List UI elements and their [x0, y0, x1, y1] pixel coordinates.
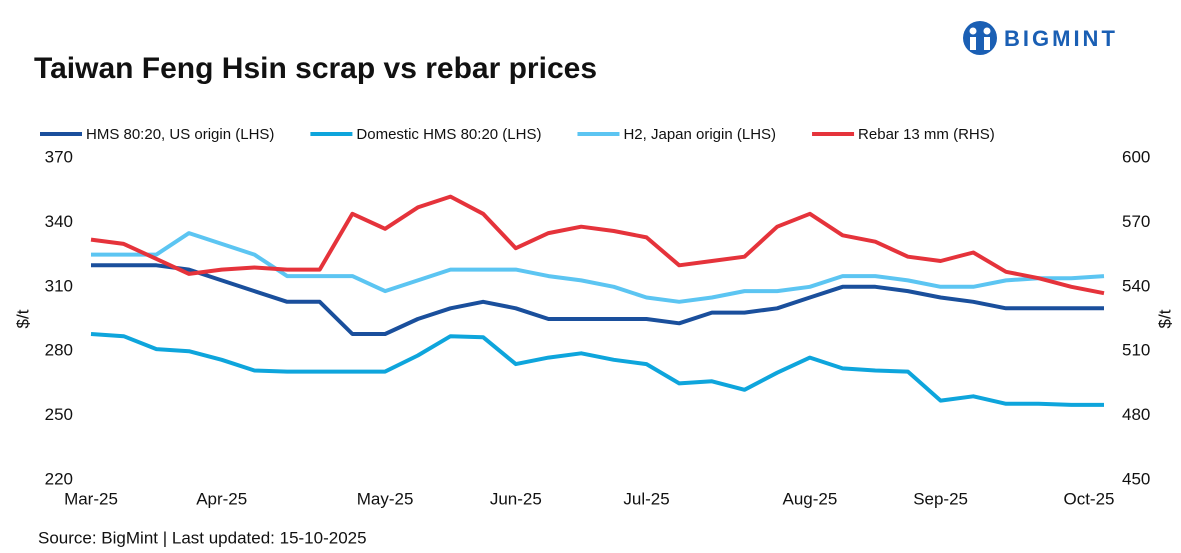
logo-icon — [983, 27, 991, 35]
legend-label: HMS 80:20, US origin (LHS) — [86, 126, 274, 143]
y-tick-label: 310 — [45, 276, 73, 295]
logo-icon — [963, 21, 997, 55]
y-tick-label: 250 — [45, 405, 73, 424]
x-tick-label: Oct-25 — [1063, 489, 1114, 508]
x-tick-label: May-25 — [357, 489, 414, 508]
y2-tick-label: 480 — [1122, 405, 1150, 424]
legend-label: Rebar 13 mm (RHS) — [858, 126, 995, 143]
y-axis-label: $/t — [13, 309, 32, 328]
legend-label: Domestic HMS 80:20 (LHS) — [356, 126, 541, 143]
brand: BIGMINT — [1004, 26, 1118, 51]
series-line — [90, 194, 1105, 296]
y2-tick-label: 600 — [1122, 147, 1150, 166]
y2-tick-label: 570 — [1122, 212, 1150, 231]
x-tick-label: Sep-25 — [913, 489, 968, 508]
y-tick-label: 280 — [45, 341, 73, 360]
source-note: Source: BigMint | Last updated: 15-10-20… — [38, 528, 367, 547]
series-line — [91, 231, 1105, 304]
logo-icon — [969, 27, 977, 35]
x-tick-label: Jul-25 — [623, 489, 669, 508]
x-tick-label: Jun-25 — [490, 489, 542, 508]
y2-tick-label: 450 — [1122, 469, 1150, 488]
y-tick-label: 340 — [45, 212, 73, 231]
legend: HMS 80:20, US origin (LHS) Domestic HMS 8… — [40, 126, 995, 143]
y-tick-label: 220 — [45, 469, 73, 488]
series-line — [90, 332, 1104, 407]
y-tick-label: 370 — [45, 147, 73, 166]
legend-label: H2, Japan origin (LHS) — [623, 126, 776, 143]
logo-icon — [970, 37, 976, 50]
y2-axis-label: $/t — [1155, 309, 1174, 328]
series-line — [91, 263, 1104, 336]
x-tick-label: Mar-25 — [64, 489, 118, 508]
x-tick-label: Apr-25 — [196, 489, 247, 508]
brand-logo: BIGMINT — [963, 21, 1118, 55]
y2-tick-label: 540 — [1122, 276, 1150, 295]
chart-title: Taiwan Feng Hsin scrap vs rebar prices — [34, 52, 597, 85]
logo-icon — [984, 37, 990, 50]
y2-tick-label: 510 — [1122, 341, 1150, 360]
x-tick-label: Aug-25 — [782, 489, 837, 508]
